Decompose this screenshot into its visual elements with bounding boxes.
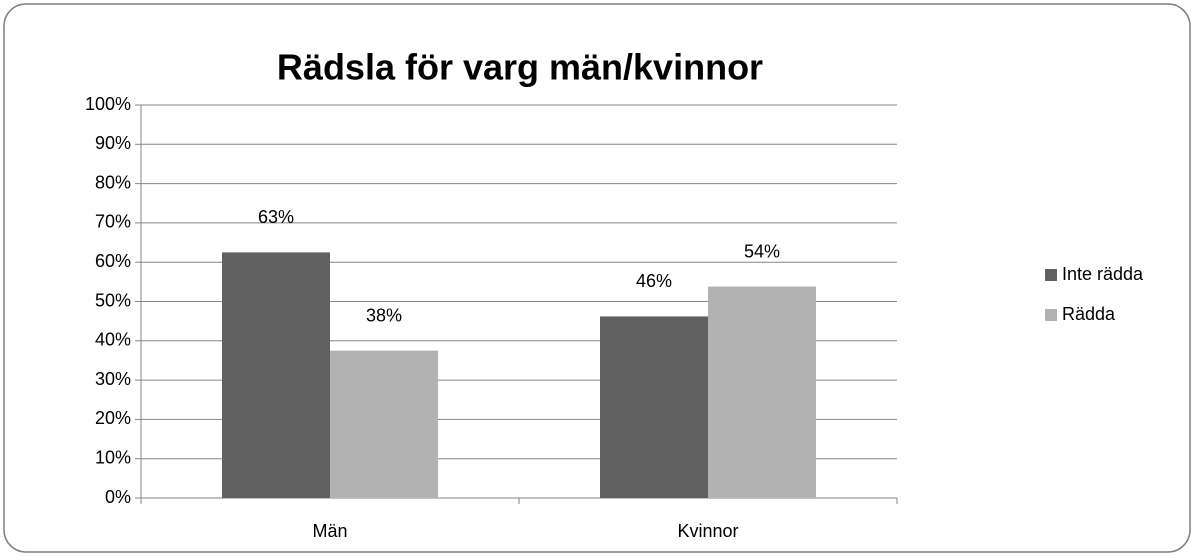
bar <box>708 286 816 498</box>
x-tick-label: Män <box>312 521 347 541</box>
y-tick-label: 30% <box>95 369 131 389</box>
y-tick-label: 10% <box>95 447 131 467</box>
value-label: 54% <box>744 241 780 261</box>
y-tick-label: 90% <box>95 133 131 153</box>
y-tick-label: 70% <box>95 212 131 232</box>
legend-swatch <box>1045 309 1057 321</box>
legend-swatch <box>1045 269 1057 281</box>
y-tick-label: 20% <box>95 408 131 428</box>
value-label: 46% <box>636 271 672 291</box>
bar <box>600 316 708 498</box>
value-label: 63% <box>258 207 294 227</box>
chart-title: Rädsla för varg män/kvinnor <box>277 47 763 88</box>
y-tick-label: 0% <box>105 487 131 507</box>
y-tick-label: 50% <box>95 290 131 310</box>
y-tick-label: 100% <box>85 94 131 114</box>
y-tick-label: 40% <box>95 330 131 350</box>
legend-label: Rädda <box>1062 304 1116 324</box>
legend-label: Inte rädda <box>1062 264 1144 284</box>
value-label: 38% <box>366 305 402 325</box>
y-tick-label: 60% <box>95 251 131 271</box>
bar <box>222 252 330 498</box>
bar <box>330 350 438 498</box>
x-tick-label: Kvinnor <box>677 521 738 541</box>
y-tick-label: 80% <box>95 172 131 192</box>
